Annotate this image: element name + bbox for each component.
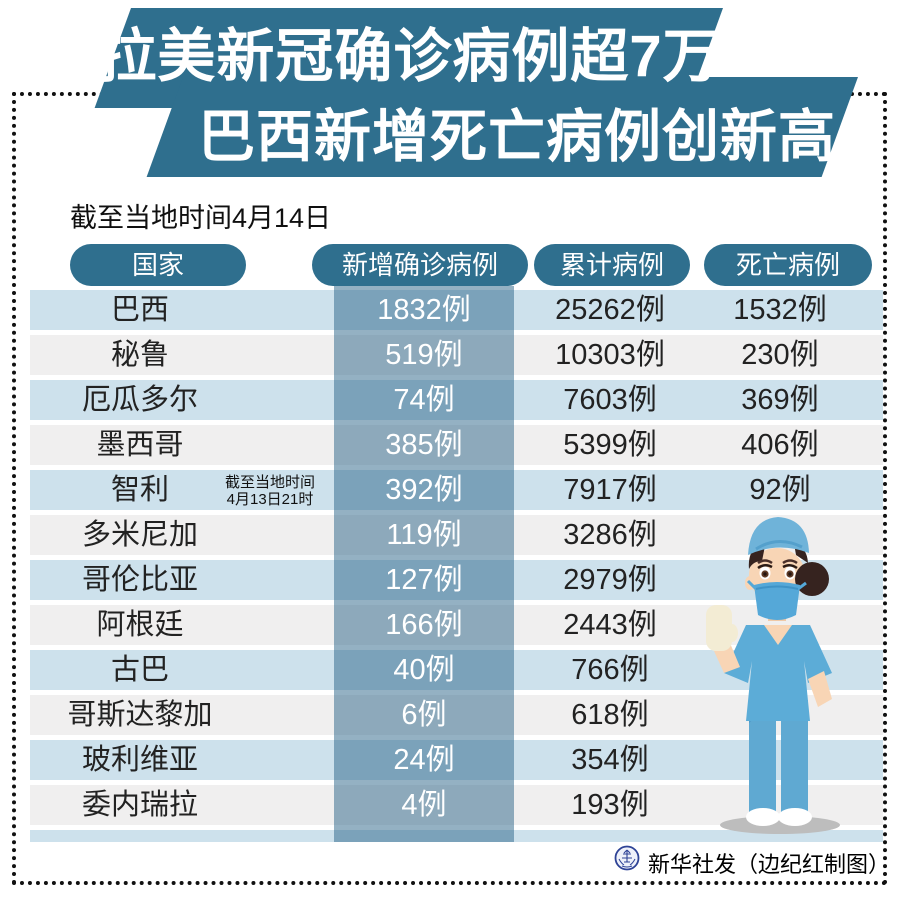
header-new-cases: 新增确诊病例 <box>312 244 528 286</box>
nurse-cap-fold <box>755 540 803 551</box>
nurse-shoe-left <box>746 808 780 826</box>
header-country: 国家 <box>70 244 246 286</box>
nurse-glove <box>706 605 732 651</box>
new-cases-cell: 392例 <box>385 474 463 506</box>
table-row: 智利 截至当地时间 4月13日21时 392例 7917例 92例 <box>30 470 883 510</box>
new-cases-column-highlight <box>334 286 514 842</box>
country-cell: 智利 <box>110 474 169 506</box>
xinhua-logo <box>614 845 640 871</box>
cumulative-cell: 10303例 <box>555 339 665 371</box>
header-death-cases: 死亡病例 <box>704 244 872 286</box>
deaths-cell: 369例 <box>741 384 819 416</box>
note-line-1: 截至当地时间 <box>224 474 315 491</box>
cumulative-cell: 25262例 <box>555 294 665 326</box>
new-cases-cell: 519例 <box>385 339 463 371</box>
nurse-eyebrow-right <box>782 559 798 565</box>
new-cases-cell: 1832例 <box>377 294 471 326</box>
table-row: 多米尼加 119例 3286例 <box>30 515 883 555</box>
country-cell: 古巴 <box>110 654 169 686</box>
country-cell: 墨西哥 <box>96 429 184 461</box>
note-line-2: 4月13日21时 <box>226 491 314 508</box>
new-cases-cell: 24例 <box>393 744 455 776</box>
table-row: 厄瓜多尔 74例 7603例 369例 <box>30 380 883 420</box>
chile-cutoff-note: 截至当地时间 4月13日21时 <box>205 474 335 508</box>
cumulative-cell: 766例 <box>571 654 649 686</box>
country-cell: 厄瓜多尔 <box>81 384 198 416</box>
table-row: 哥斯达黎加 6例 618例 <box>30 695 883 735</box>
table-row: 巴西 1832例 25262例 1532例 <box>30 290 883 330</box>
nurse-mask-topline <box>755 585 799 590</box>
table-row: 玻利维亚 24例 354例 <box>30 740 883 780</box>
nurse-lash-right <box>782 564 798 570</box>
deaths-cell: 92例 <box>749 474 811 506</box>
header-cumulative-cases: 累计病例 <box>534 244 690 286</box>
new-cases-cell: 166例 <box>385 609 463 641</box>
cumulative-cell: 2443例 <box>563 609 657 641</box>
title-line-1: 拉美新冠确诊病例超7万 <box>98 24 722 89</box>
country-cell: 多米尼加 <box>81 519 198 551</box>
data-table: 巴西 1832例 25262例 1532例 秘鲁 519例 10303例 230… <box>30 290 883 842</box>
nurse-illustration <box>706 517 840 834</box>
cumulative-cell: 7603例 <box>563 384 657 416</box>
new-cases-cell: 4例 <box>401 789 447 821</box>
cumulative-cell: 193例 <box>571 789 649 821</box>
table-row: 哥伦比亚 127例 2979例 <box>30 560 883 600</box>
cumulative-cell: 354例 <box>571 744 649 776</box>
new-cases-cell: 119例 <box>386 519 462 551</box>
title-line-2: 巴西新增死亡病例创新高 <box>198 105 836 169</box>
deaths-cell: 406例 <box>741 429 819 461</box>
as-of-date-label: 截至当地时间4月14日 <box>70 203 332 233</box>
cumulative-cell: 3286例 <box>563 519 657 551</box>
nurse-hair-bun <box>795 562 829 596</box>
country-cell: 委内瑞拉 <box>81 789 198 821</box>
nurse-shoe-right <box>778 808 812 826</box>
new-cases-cell: 385例 <box>385 429 463 461</box>
table-row: 墨西哥 385例 5399例 406例 <box>30 425 883 465</box>
country-cell: 阿根廷 <box>96 609 184 641</box>
new-cases-cell: 74例 <box>393 384 455 416</box>
nurse-forearm-right <box>808 671 832 707</box>
cumulative-cell: 618例 <box>571 699 649 731</box>
country-cell: 巴西 <box>110 294 169 326</box>
cumulative-cell: 5399例 <box>563 429 657 461</box>
nurse-collar <box>764 625 792 645</box>
deaths-cell: 230例 <box>741 339 819 371</box>
table-row: 古巴 40例 766例 <box>30 650 883 690</box>
country-cell: 玻利维亚 <box>81 744 198 776</box>
cumulative-cell: 7917例 <box>563 474 657 506</box>
credit-line: 新华社发（边纪红制图） <box>648 852 891 877</box>
country-cell: 哥斯达黎加 <box>67 699 213 731</box>
country-cell: 哥伦比亚 <box>81 564 198 596</box>
new-cases-cell: 6例 <box>401 699 447 731</box>
new-cases-cell: 40例 <box>393 654 455 686</box>
nurse-lash-left <box>757 564 773 570</box>
country-cell: 秘鲁 <box>110 339 169 371</box>
nurse-glove-thumb <box>726 624 738 642</box>
cumulative-cell: 2979例 <box>563 564 657 596</box>
table-row: 秘鲁 519例 10303例 230例 <box>30 335 883 375</box>
deaths-cell: 1532例 <box>733 294 827 326</box>
new-cases-cell: 127例 <box>385 564 463 596</box>
nurse-eyebrow-left <box>757 559 773 565</box>
nurse-tunic <box>724 625 832 721</box>
nurse-mask <box>754 582 800 620</box>
